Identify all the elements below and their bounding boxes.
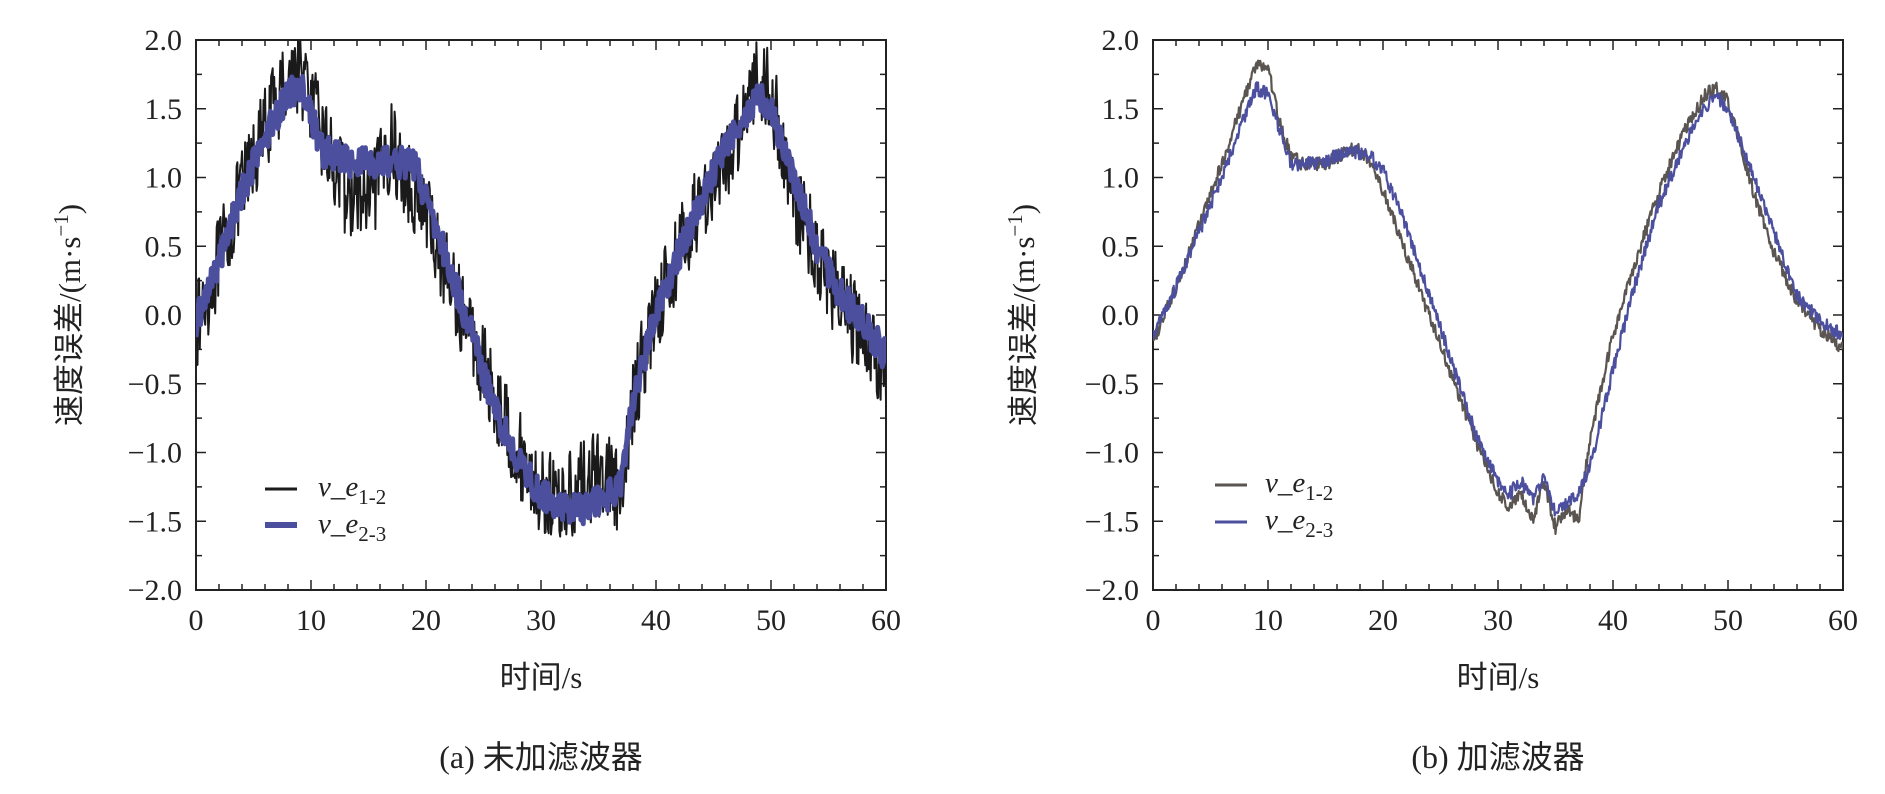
x-tick-label: 60 <box>1828 604 1858 637</box>
data-lines <box>1153 59 1843 535</box>
x-tick-label: 60 <box>871 604 901 637</box>
y-tick-label: −1.5 <box>128 505 182 538</box>
data-lines <box>196 40 886 538</box>
series-line-2-3 <box>1153 81 1843 517</box>
y-axis-title-superscript: −1 <box>1003 214 1027 236</box>
panel-caption: (b) 加滤波器 <box>1411 739 1584 775</box>
y-tick-label: 0.0 <box>145 299 183 332</box>
panel-b: 0 10 20 30 40 50 60 2.0 1.5 1.0 0.5 0.0 −0.5 −1.0 −1.5… <box>1003 24 1858 775</box>
x-tick-label: 0 <box>1146 604 1161 637</box>
tick-labels: 0 10 20 30 40 50 60 2.0 1.5 1.0 0.5 0.0 −0.5 −1.0 −1.5… <box>1085 24 1858 637</box>
y-tick-label: −1.5 <box>1085 505 1139 538</box>
series-line-2-3 <box>196 74 886 527</box>
x-tick-label: 50 <box>1713 604 1743 637</box>
y-tick-label: 0.5 <box>145 230 183 263</box>
y-tick-label: 1.5 <box>1102 93 1140 126</box>
y-axis-title: 速度误差/(m·s−1) <box>1003 204 1041 426</box>
x-tick-label: 20 <box>1368 604 1398 637</box>
x-axis-title: 时间/s <box>1457 660 1540 695</box>
x-tick-label: 10 <box>296 604 326 637</box>
x-tick-label: 30 <box>1483 604 1513 637</box>
legend-label-series-2: v_e2-3 <box>318 508 386 546</box>
legend: v_e1-2 v_e2-3 <box>265 471 386 546</box>
tick-marks <box>195 39 887 591</box>
panel-caption: (a) 未加滤波器 <box>439 739 643 775</box>
y-tick-label: 2.0 <box>145 24 183 57</box>
y-tick-label: 0.0 <box>1102 299 1140 332</box>
x-tick-label: 30 <box>526 604 556 637</box>
y-axis-title: 速度误差/(m·s−1) <box>49 204 87 426</box>
series-line-1-2 <box>196 40 886 538</box>
legend-label-series-1: v_e1-2 <box>318 471 386 509</box>
y-tick-label: 1.0 <box>145 162 183 195</box>
y-tick-label: 1.5 <box>145 93 183 126</box>
y-tick-label: −2.0 <box>1085 574 1139 607</box>
y-tick-label: −1.0 <box>1085 437 1139 470</box>
y-tick-label: 0.5 <box>1102 230 1140 263</box>
y-tick-label: −0.5 <box>1085 368 1139 401</box>
x-tick-label: 50 <box>756 604 786 637</box>
y-tick-label: −1.0 <box>128 437 182 470</box>
series-line-1-2 <box>1153 59 1843 535</box>
tick-labels: 0 10 20 30 40 50 60 2.0 1.5 1.0 0.5 0.0 −0.5 −1.0 −1.5… <box>128 24 901 637</box>
y-axis-title-superscript: −1 <box>49 214 73 236</box>
x-tick-label: 20 <box>411 604 441 637</box>
legend-label-series-2: v_e2-3 <box>1265 504 1333 542</box>
y-tick-label: 1.0 <box>1102 162 1140 195</box>
plot-frame <box>1152 39 1844 591</box>
x-tick-label: 0 <box>189 604 204 637</box>
y-tick-label: −2.0 <box>128 574 182 607</box>
y-tick-label: −0.5 <box>128 368 182 401</box>
x-tick-label: 10 <box>1253 604 1283 637</box>
x-tick-label: 40 <box>641 604 671 637</box>
legend: v_e1-2 v_e2-3 <box>1215 467 1333 542</box>
x-tick-label: 40 <box>1598 604 1628 637</box>
x-axis-title: 时间/s <box>500 660 583 695</box>
panel-a: 0 10 20 30 40 50 60 2.0 1.5 1.0 0.5 0.0 −0.5 −1.0 −1.5… <box>49 24 901 775</box>
tick-marks <box>1152 39 1844 591</box>
y-tick-label: 2.0 <box>1102 24 1140 57</box>
legend-label-series-1: v_e1-2 <box>1265 467 1333 505</box>
